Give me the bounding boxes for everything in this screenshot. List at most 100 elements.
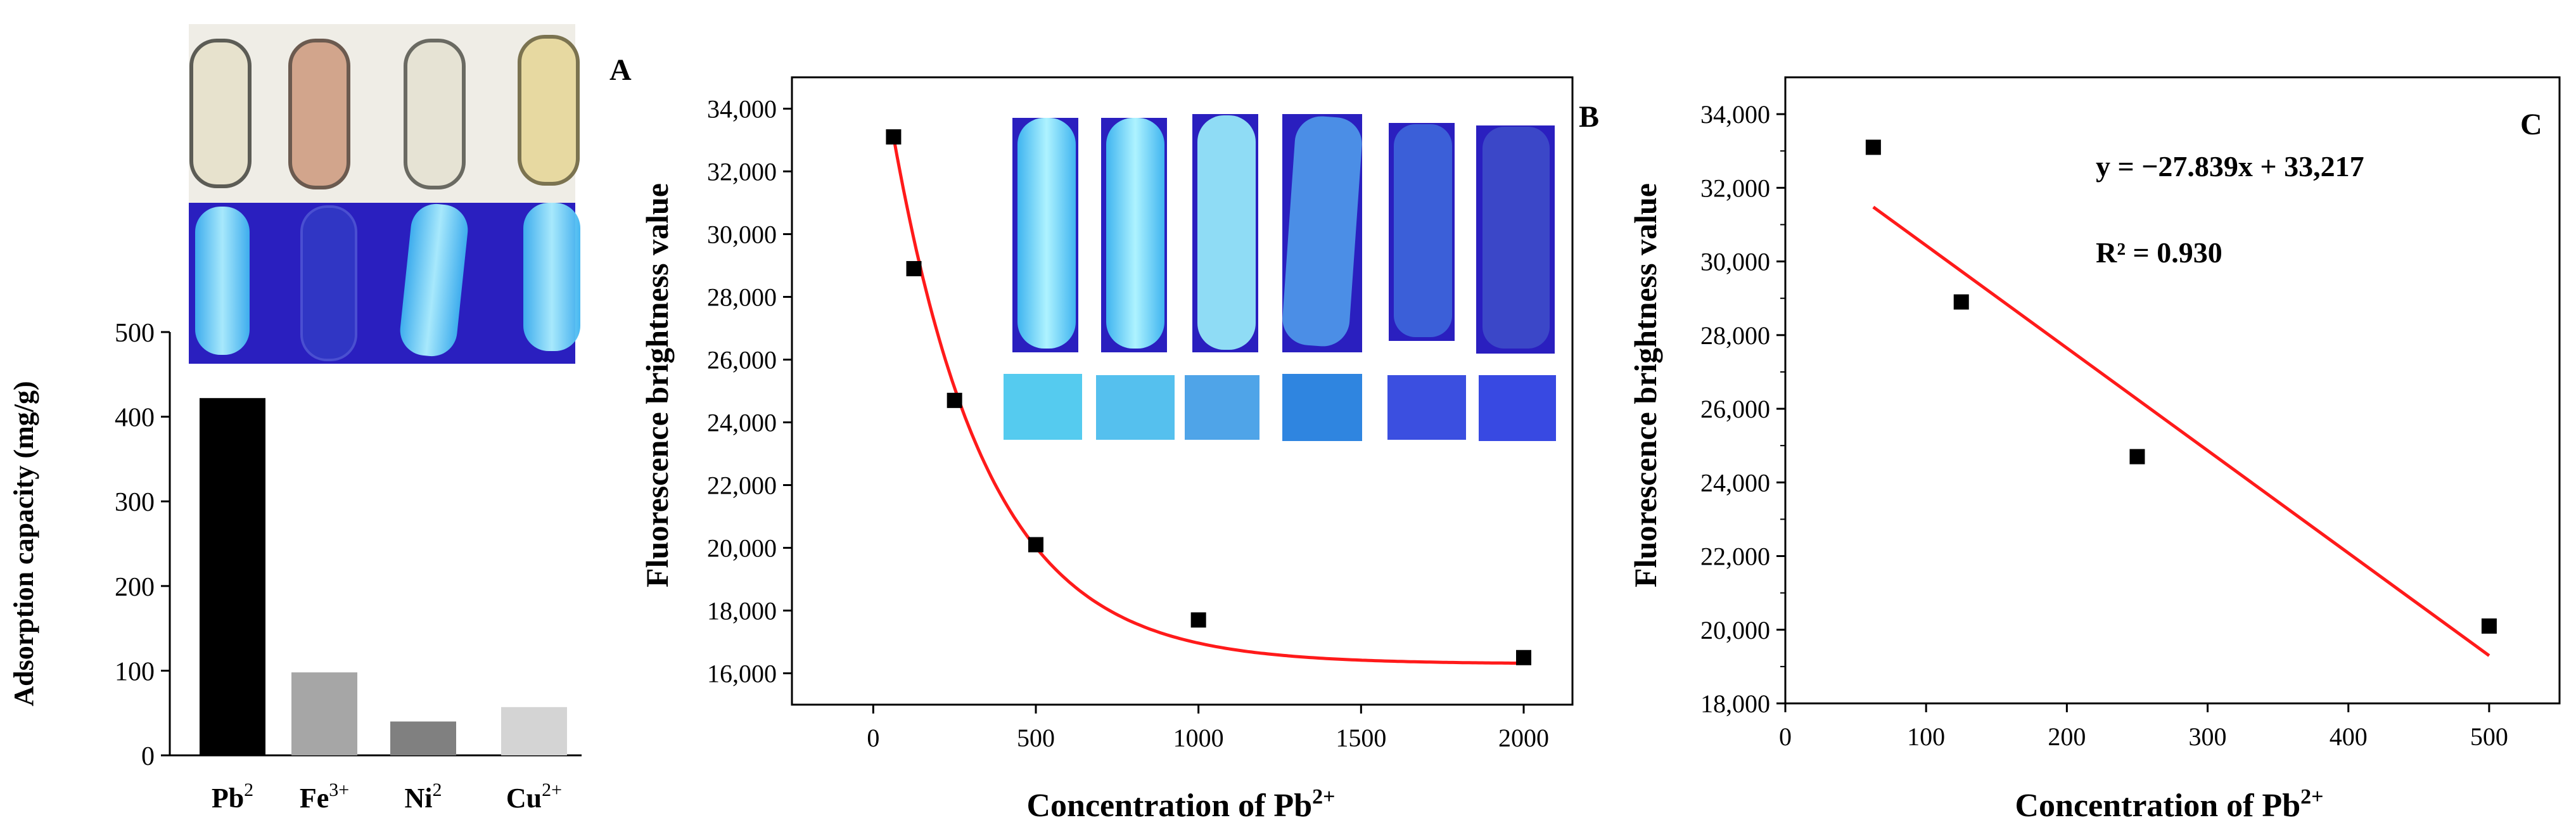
panel-b-y-tick-label: 26,000 xyxy=(707,346,777,375)
bar-x-tick-label: Fe3+ xyxy=(300,779,349,814)
panel-c-y-tick-label: 26,000 xyxy=(1700,395,1770,423)
inset-tube-4 xyxy=(1282,116,1362,347)
bar-x-tick-label: Ni2 xyxy=(405,779,442,814)
tube-daylight-4 xyxy=(518,35,580,186)
bar-y-tick-label: 300 xyxy=(115,488,155,517)
bar-y-tick-label: 200 xyxy=(115,573,155,602)
bar-x-tick-sup: 2 xyxy=(433,779,442,800)
panel-b-frame xyxy=(791,76,1574,706)
tube-uv-4 xyxy=(523,203,580,351)
panel-label-c: C xyxy=(2520,108,2542,141)
panel-b-data-point xyxy=(1516,650,1531,665)
bar-y-tick-label: 100 xyxy=(115,657,155,686)
panel-c-chart: C Fluorescence brightness value Concentr… xyxy=(1628,76,2561,824)
panel-c-y-tick-label: 30,000 xyxy=(1700,248,1770,276)
tube-photo-group xyxy=(189,24,580,364)
inset-tube-5 xyxy=(1394,124,1452,337)
panel-b-y-tick-label: 16,000 xyxy=(707,660,777,688)
panel-b-x-label-sup: 2+ xyxy=(1312,785,1335,809)
panel-b-x-tick-label: 1500 xyxy=(1336,724,1386,752)
bar-y-tick-label: 400 xyxy=(115,404,155,433)
tube-uv-2 xyxy=(300,205,357,361)
bar-fe xyxy=(291,672,357,755)
panel-b-data-point xyxy=(886,129,902,145)
bar-x-tick-label: Cu2+ xyxy=(506,779,562,814)
inset-strip-1 xyxy=(1004,374,1082,440)
tube-daylight-3 xyxy=(404,39,466,189)
panel-c-equation: y = −27.839x + 33,217 xyxy=(2096,150,2364,183)
panel-b-data-point xyxy=(906,260,922,276)
panel-b-x-label-base: Concentration of Pb xyxy=(1026,788,1312,824)
panel-b-x-tick-label: 1000 xyxy=(1173,724,1224,752)
panel-b-y-tick-label: 24,000 xyxy=(707,409,777,437)
panel-c-x-tick-label: 400 xyxy=(2330,722,2368,751)
tube-uv-1 xyxy=(195,207,250,355)
bar-x-tick-base: Cu xyxy=(506,783,542,814)
panel-c-y-tick-label: 20,000 xyxy=(1700,616,1770,644)
panel-b-y-tick-label: 18,000 xyxy=(707,597,777,625)
panel-b-fit-curve xyxy=(891,136,1522,665)
panel-c-x-label-sup: 2+ xyxy=(2300,785,2323,809)
bar-cu xyxy=(501,707,567,755)
panel-c-data-point xyxy=(2481,618,2497,634)
tube-photo-uv xyxy=(189,203,575,364)
bar-y-tick-label: 0 xyxy=(141,742,155,771)
bar-x-tick-label: Pb2 xyxy=(212,779,253,814)
panel-b-x-tick-label: 2000 xyxy=(1498,724,1549,752)
panel-c-y-tick-label: 28,000 xyxy=(1700,321,1770,350)
panel-b-y-label: Fluorescence brightness value xyxy=(639,183,675,587)
panel-c-x-tick-label: 500 xyxy=(2470,722,2508,751)
panel-c-y-tick-label: 24,000 xyxy=(1700,468,1770,497)
panel-b-x-tick-label: 0 xyxy=(867,724,879,752)
panel-c-x-tick-label: 100 xyxy=(1907,722,1945,751)
bar-chart: Adsorption capacity (mg/g) 0 100 200 300 400… xyxy=(8,319,582,814)
inset-tube-3 xyxy=(1197,115,1256,350)
bar-x-tick-sup: 2 xyxy=(244,779,253,800)
inset-tube-2 xyxy=(1106,118,1164,349)
panel-b-chart: A B Fluorescence brightness value Concen… xyxy=(609,53,1599,824)
inset-strip-4 xyxy=(1282,374,1362,441)
panel-b-y-tick-label: 20,000 xyxy=(707,534,777,563)
panel-c-fit-line xyxy=(1872,205,2490,657)
panel-b-inset-photo xyxy=(1004,114,1556,441)
panel-b-y-tick-label: 30,000 xyxy=(707,221,777,249)
inset-strip-3 xyxy=(1185,375,1259,440)
panel-c-frame xyxy=(1784,76,2561,705)
inset-strip-6 xyxy=(1479,375,1556,441)
panel-b-x-tick-label: 500 xyxy=(1017,724,1055,752)
panel-c-data-point xyxy=(1865,139,1881,155)
tube-photo-daylight xyxy=(189,24,575,203)
bar-pb xyxy=(200,398,265,755)
bar-x-tick-base: Fe xyxy=(300,783,329,814)
panel-c-data-point xyxy=(1953,294,1969,310)
inset-tube-6 xyxy=(1482,127,1550,349)
panel-c-y-label: Fluorescence brightness value xyxy=(1628,183,1663,587)
panel-b-data-point xyxy=(1028,537,1043,553)
bar-y-tick-label: 500 xyxy=(115,319,155,348)
bar-x-tick-sup: 2+ xyxy=(542,779,562,800)
panel-c-x-tick-label: 200 xyxy=(2048,722,2086,751)
panel-c-y-tick-label: 22,000 xyxy=(1700,542,1770,571)
panel-c-y-tick-label: 34,000 xyxy=(1700,100,1770,129)
inset-strip-5 xyxy=(1387,375,1466,440)
bar-y-label: Adsorption capacity (mg/g) xyxy=(8,381,39,706)
inset-strip-2 xyxy=(1096,375,1175,440)
bar-x-tick-base: Ni xyxy=(405,783,433,814)
panel-b-data-point xyxy=(947,392,962,408)
panel-c-y-tick-label: 32,000 xyxy=(1700,174,1770,202)
tube-daylight-2 xyxy=(288,39,350,189)
panel-c-y-tick-label: 18,000 xyxy=(1700,689,1770,718)
panel-label-b: B xyxy=(1579,100,1599,134)
panel-b-y-tick-label: 34,000 xyxy=(707,95,777,124)
panel-c-x-label-base: Concentration of Pb xyxy=(2015,788,2300,824)
panel-b-y-tick-label: 28,000 xyxy=(707,283,777,312)
panel-b-x-label: Concentration of Pb2+ xyxy=(1026,785,1335,824)
inset-tube-1 xyxy=(1017,118,1076,349)
panel-c-data-point xyxy=(2129,449,2145,464)
panel-c-x-tick-label: 0 xyxy=(1779,722,1792,751)
tube-daylight-1 xyxy=(189,39,252,188)
panel-c-r-squared: R² = 0.930 xyxy=(2096,236,2222,269)
bar-x-tick-sup: 3+ xyxy=(329,779,349,800)
panel-c-x-tick-label: 300 xyxy=(2189,722,2227,751)
